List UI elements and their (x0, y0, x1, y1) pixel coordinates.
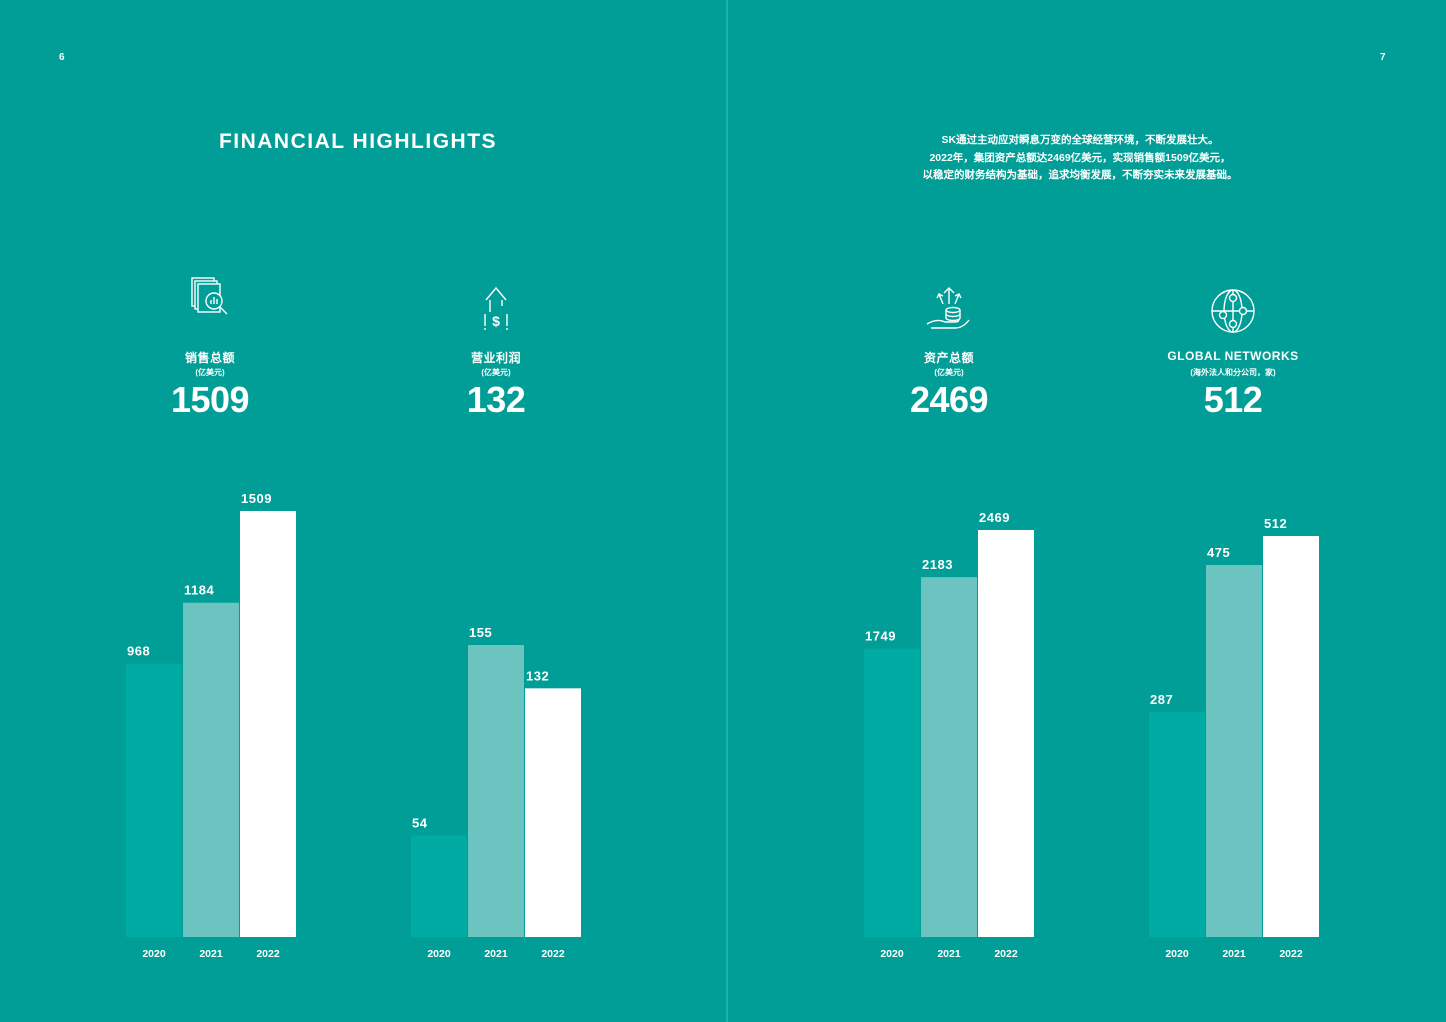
bar-value-label: 1749 (865, 629, 896, 644)
intro-line: 以稳定的财务结构为基础，追求均衡发展，不断夯实未来发展基础。 (922, 169, 1238, 181)
bar-value-label: 2469 (979, 510, 1010, 525)
globe-network-icon (1211, 289, 1255, 333)
document-analytics-icon (191, 277, 228, 315)
category-label: 2022 (256, 948, 280, 960)
intro-paragraph: SK通过主动应对瞬息万变的全球经营环境，不断发展壮大。 2022年，集团资产总额… (880, 132, 1280, 185)
bar-value-label: 155 (469, 625, 492, 640)
bar-value-label: 1184 (184, 583, 214, 598)
kpi-value: 512 (1203, 379, 1263, 420)
bar-value-label: 475 (1207, 545, 1230, 560)
hand-coins-growth-icon (926, 287, 970, 329)
category-label: 2022 (541, 948, 565, 960)
category-label: 2020 (427, 948, 451, 960)
bar-2022 (525, 688, 581, 937)
page-number-left: 6 (59, 52, 65, 63)
kpi-operating-profit: $ 营业利润 (亿美元) 132 (386, 284, 606, 420)
category-label: 2021 (1222, 948, 1246, 960)
intro-line: 2022年，集团资产总额达2469亿美元，实现销售额1509亿美元， (929, 151, 1231, 164)
category-label: 2020 (142, 948, 166, 960)
bar-value-label: 54 (412, 815, 428, 830)
kpi-total-assets: 资产总额 (亿美元) 2469 (839, 284, 1059, 420)
kpi-unit: (海外法人和分公司，家) (1190, 368, 1276, 377)
bar-value-label: 132 (526, 668, 549, 683)
page-divider (726, 0, 728, 1022)
bar-2022 (978, 530, 1034, 937)
kpi-label: 销售总额 (184, 351, 235, 365)
bar-value-label: 1509 (241, 491, 272, 506)
bar-2020 (411, 835, 467, 937)
category-label: 2020 (880, 948, 904, 960)
bar-value-label: 968 (127, 644, 150, 659)
kpi-label: GLOBAL NETWORKS (1167, 349, 1299, 363)
category-label: 2021 (484, 948, 508, 960)
bar-value-label: 512 (1264, 516, 1287, 531)
bar-2020 (1149, 712, 1205, 937)
kpi-label: 资产总额 (923, 351, 974, 365)
category-label: 2021 (199, 948, 223, 960)
bar-value-label: 2183 (922, 557, 953, 572)
profit-arrow-dollar-icon: $ (484, 286, 508, 330)
category-label: 2020 (1165, 948, 1189, 960)
category-label: 2021 (937, 948, 961, 960)
page-title: FINANCIAL HIGHLIGHTS (218, 130, 498, 153)
kpi-value: 132 (466, 379, 526, 420)
kpi-global-networks: GLOBAL NETWORKS (海外法人和分公司，家) 512 (1123, 287, 1343, 420)
category-label: 2022 (1279, 948, 1303, 960)
kpi-sales: 销售总额 (亿美元) 1509 (100, 274, 320, 420)
bar-2021 (183, 602, 239, 937)
kpi-unit: (亿美元) (934, 368, 964, 377)
bar-2021 (468, 645, 524, 937)
svg-text:$: $ (492, 313, 500, 329)
bar-2020 (864, 648, 920, 937)
kpi-label: 营业利润 (470, 351, 521, 365)
bar-value-label: 287 (1150, 692, 1173, 707)
intro-line: SK通过主动应对瞬息万变的全球经营环境，不断发展壮大。 (941, 134, 1219, 146)
bar-2020 (126, 663, 182, 937)
kpi-value: 2469 (909, 379, 989, 420)
kpi-unit: (亿美元) (481, 368, 511, 377)
kpi-unit: (亿美元) (195, 368, 225, 377)
page-number-right: 7 (1380, 52, 1386, 63)
category-label: 2022 (994, 948, 1018, 960)
bar-2021 (1206, 564, 1262, 937)
bar-2021 (921, 577, 977, 937)
bar-2022 (240, 511, 296, 937)
bar-2022 (1263, 536, 1319, 937)
kpi-value: 1509 (170, 379, 250, 420)
